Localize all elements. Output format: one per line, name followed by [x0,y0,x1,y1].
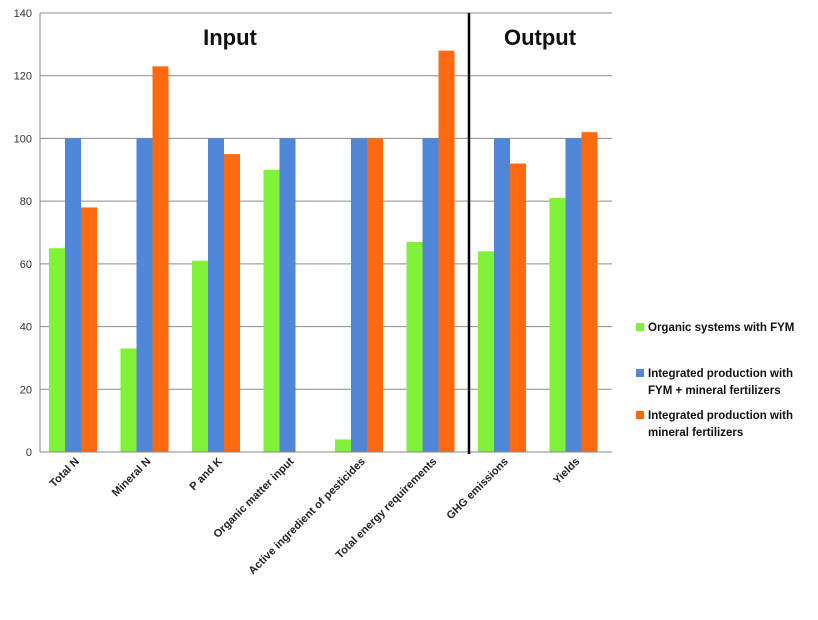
axes [39,13,612,453]
bar-series2-cat2 [224,154,240,452]
bar-series0-cat2 [192,260,208,452]
legend-label-integrated-fym-line2: FYM + mineral fertilizers [648,385,781,397]
bar-series2-cat4 [367,138,383,452]
bar-series1-cat0 [65,138,81,452]
bar-series0-cat7 [549,198,566,452]
y-tick-label: 100 [14,133,32,145]
legend-swatch-organic [636,323,644,331]
bars [49,50,598,453]
bar-series0-cat6 [478,251,494,452]
legend-label-integrated-fym: Integrated production with FYM + mineral… [648,368,796,397]
bar-series2-cat6 [510,163,526,452]
bar-series0-cat5 [406,241,423,452]
legend-label-integrated-mineral: Integrated production with mineral ferti… [648,410,796,439]
y-axis-tick-labels: 0 20 40 60 80 100 120 140 [14,8,32,459]
bar-series1-cat6 [494,138,510,452]
legend-swatch-integrated-mineral [636,411,644,419]
legend-label-integrated-mineral-line2: mineral fertilizers [648,427,743,439]
x-category-label: GHG emissions [444,456,510,522]
legend-label-integrated-mineral-line1: Integrated production with [648,410,793,422]
x-category-label: Active ingredient of pesticides [247,456,368,577]
y-tick-label: 40 [20,322,32,334]
bar-series0-cat4 [335,439,351,452]
y-tick-label: 140 [14,8,32,20]
legend-label-organic: Organic systems with FYM [648,322,794,334]
legend-swatch-integrated-fym [636,369,644,377]
section-labels: Input Output [203,25,577,50]
x-category-label: P and K [188,456,225,493]
legend: Organic systems with FYM Integrated prod… [636,322,796,439]
y-tick-label: 0 [26,447,32,459]
bar-series0-cat0 [49,248,65,452]
bar-series1-cat4 [351,138,367,452]
bar-series0-cat1 [120,348,137,452]
bar-series2-cat7 [581,132,598,452]
bar-series1-cat3 [279,138,296,452]
x-category-label: Organic matter input [211,455,296,540]
x-category-label: Yields [551,456,582,487]
bar-series1-cat2 [208,138,224,452]
section-label-input: Input [203,25,257,50]
y-tick-label: 60 [20,259,32,271]
bar-series2-cat0 [81,207,97,452]
y-tick-label: 20 [20,384,32,396]
bar-series1-cat5 [422,138,439,452]
legend-label-integrated-fym-line1: Integrated production with [648,368,793,380]
bar-series2-cat5 [438,50,455,452]
bar-series0-cat3 [263,169,280,453]
y-tick-label: 120 [14,71,32,83]
gridlines [40,12,612,390]
bar-series2-cat1 [152,66,169,453]
x-category-label: Total N [48,456,82,490]
x-category-label: Mineral N [110,456,154,500]
bar-series1-cat7 [565,138,582,452]
y-tick-label: 80 [20,196,32,208]
section-label-output: Output [504,25,577,50]
bar-series1-cat1 [136,138,153,452]
